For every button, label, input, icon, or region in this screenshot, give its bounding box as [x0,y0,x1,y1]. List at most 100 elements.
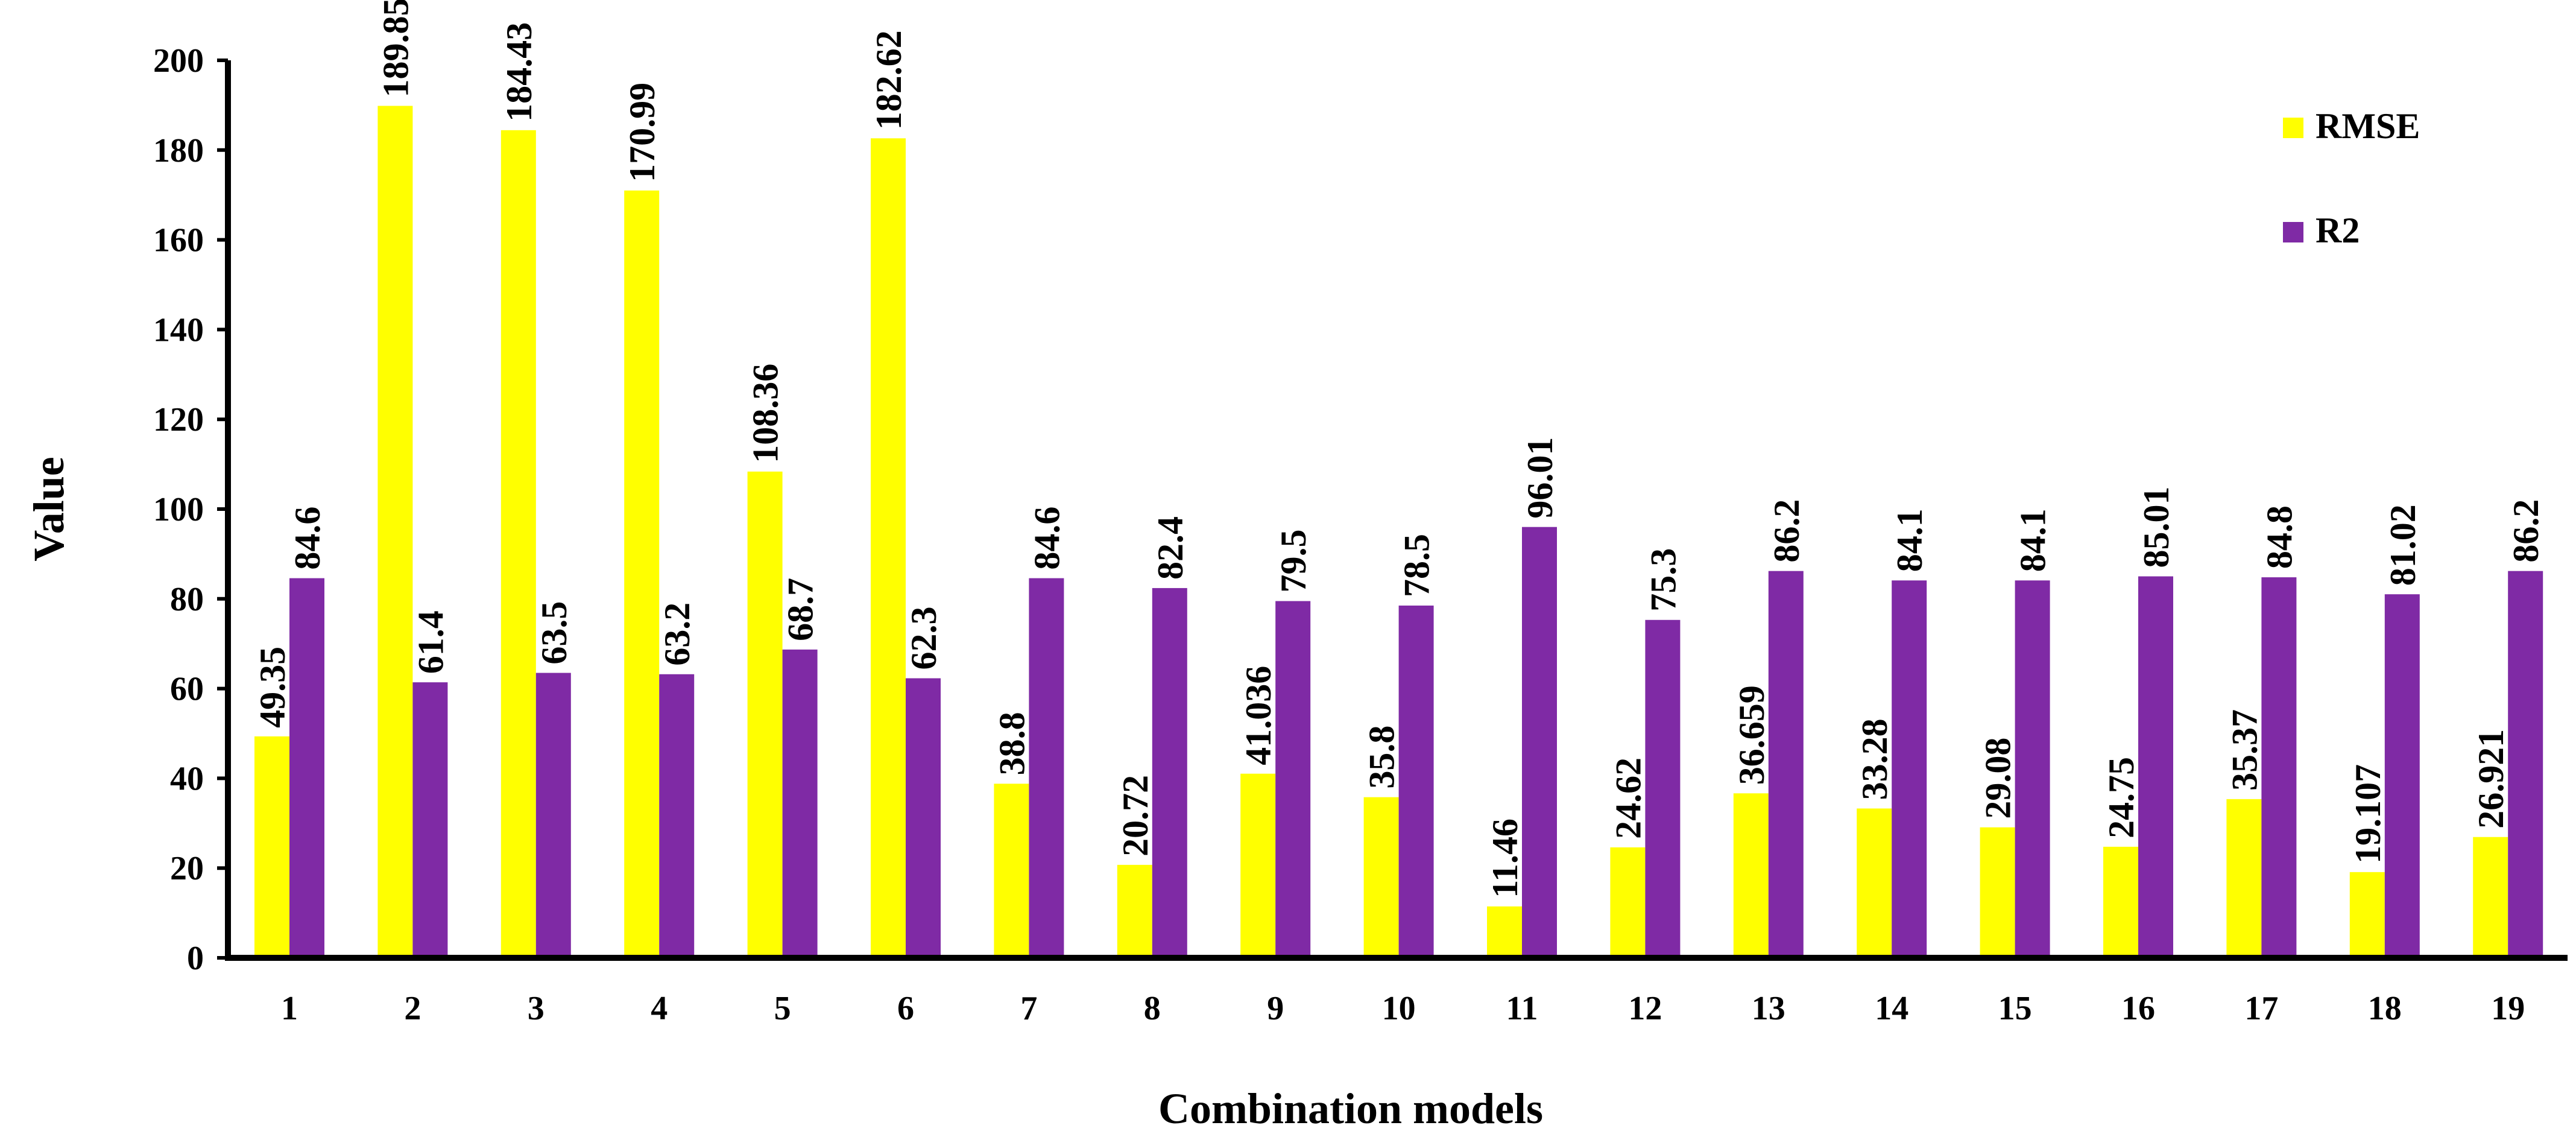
data-label-r2-15: 84.1 [2013,508,2053,572]
x-tick-label: 1 [281,990,298,1027]
y-tick-label: 0 [187,940,204,977]
legend-label-r2: R2 [2316,211,2360,250]
data-label-rmse-1: 49.35 [253,647,292,728]
data-label-rmse-18: 19.107 [2348,764,2388,864]
data-label-rmse-15: 29.08 [1978,738,2018,819]
x-tick-label: 10 [1382,990,1416,1027]
x-axis-title: Combination models [1158,1085,1543,1133]
bar-rmse-6 [871,138,906,958]
bar-rmse-1 [254,736,289,958]
x-tick-label: 18 [2368,990,2402,1027]
bar-rmse-19 [2473,837,2508,958]
data-label-rmse-4: 170.99 [622,83,662,182]
data-label-r2-6: 62.3 [904,606,944,670]
y-axis-title: Value [25,457,73,561]
data-label-rmse-5: 108.36 [746,364,786,463]
bar-r2-16 [2138,576,2173,958]
x-tick-label: 17 [2244,990,2278,1027]
x-tick-label: 3 [528,990,545,1027]
data-label-r2-8: 82.4 [1151,516,1190,580]
data-label-rmse-17: 35.37 [2224,709,2264,791]
data-label-rmse-3: 184.43 [499,22,539,122]
data-label-rmse-19: 26.921 [2471,729,2511,829]
legend: RMSE R2 [2283,106,2420,250]
x-tick-label: 5 [774,990,791,1027]
y-tick-label: 40 [170,760,204,797]
x-tick-label: 7 [1020,990,1037,1027]
x-tick-label: 2 [404,990,421,1027]
data-label-r2-4: 63.2 [657,603,697,666]
data-label-r2-19: 86.2 [2506,499,2546,563]
bar-rmse-13 [1733,793,1769,958]
bar-rmse-17 [2226,799,2262,958]
bar-r2-19 [2508,571,2543,958]
y-tick-label: 20 [170,850,204,887]
data-label-rmse-11: 11.46 [1485,819,1525,898]
bar-r2-11 [1522,527,1557,958]
data-label-rmse-13: 36.659 [1732,685,1772,785]
data-label-rmse-10: 35.8 [1362,726,1402,789]
bar-r2-2 [412,682,448,958]
y-tick-label: 100 [153,491,204,528]
x-tick-label: 9 [1267,990,1284,1027]
bar-r2-15 [2015,580,2050,958]
bar-r2-9 [1275,601,1311,958]
bar-r2-17 [2261,577,2297,958]
bar-r2-7 [1029,578,1064,958]
data-label-rmse-7: 38.8 [992,712,1032,775]
bar-rmse-11 [1487,906,1522,958]
data-label-r2-11: 96.01 [1520,437,1560,519]
bar-r2-5 [782,649,818,958]
bar-rmse-8 [1117,864,1152,958]
bar-r2-10 [1398,605,1434,958]
bar-r2-12 [1645,619,1681,958]
bar-rmse-7 [994,784,1029,958]
data-label-rmse-14: 33.28 [1855,718,1895,800]
bar-rmse-10 [1363,797,1399,958]
data-label-rmse-8: 20.72 [1116,775,1155,857]
data-label-rmse-16: 24.75 [2101,757,2141,838]
bar-r2-18 [2384,594,2420,958]
data-label-rmse-2: 189.85 [376,0,415,98]
bar-r2-1 [289,578,324,958]
bar-rmse-16 [2103,846,2138,958]
x-tick-label: 4 [651,990,668,1027]
bar-rmse-15 [1980,827,2015,958]
x-axis-ticks: 1 2 3 4 5 6 7 8 9 10 11 12 13 14 15 16 17 18 19 [281,990,2525,1027]
data-label-r2-1: 84.6 [288,507,327,570]
y-tick-label: 200 [153,42,204,80]
bars-layer [254,106,2543,958]
bar-r2-13 [1768,571,1804,958]
data-label-r2-16: 85.01 [2136,487,2176,568]
data-label-r2-7: 84.6 [1027,507,1067,570]
bar-r2-3 [535,673,571,958]
bar-rmse-9 [1240,773,1276,958]
bar-r2-14 [1892,580,1927,958]
data-label-r2-13: 86.2 [1767,499,1807,563]
data-label-rmse-12: 24.62 [1608,758,1648,839]
x-tick-label: 14 [1875,990,1908,1027]
bar-r2-6 [906,678,941,958]
data-label-r2-3: 63.5 [534,601,574,665]
x-tick-label: 11 [1506,990,1538,1027]
legend-swatch-r2 [2283,222,2303,242]
bar-rmse-5 [747,471,783,958]
x-tick-label: 8 [1144,990,1161,1027]
legend-label-rmse: RMSE [2316,106,2420,146]
x-tick-label: 19 [2491,990,2525,1027]
data-label-r2-12: 75.3 [1643,548,1683,612]
bar-r2-8 [1152,587,1187,958]
y-tick-label: 80 [170,581,204,618]
data-label-r2-18: 81.02 [2383,504,2423,586]
data-label-rmse-6: 182.62 [869,30,909,130]
y-tick-label: 120 [153,401,204,439]
data-label-r2-5: 68.7 [781,578,821,641]
y-tick-label: 140 [153,311,204,349]
data-label-r2-2: 61.4 [411,610,450,674]
x-tick-label: 12 [1628,990,1662,1027]
bar-rmse-12 [1610,847,1646,958]
data-label-r2-9: 79.5 [1274,530,1313,593]
bar-rmse-14 [1857,808,1892,958]
x-tick-label: 15 [1998,990,2032,1027]
